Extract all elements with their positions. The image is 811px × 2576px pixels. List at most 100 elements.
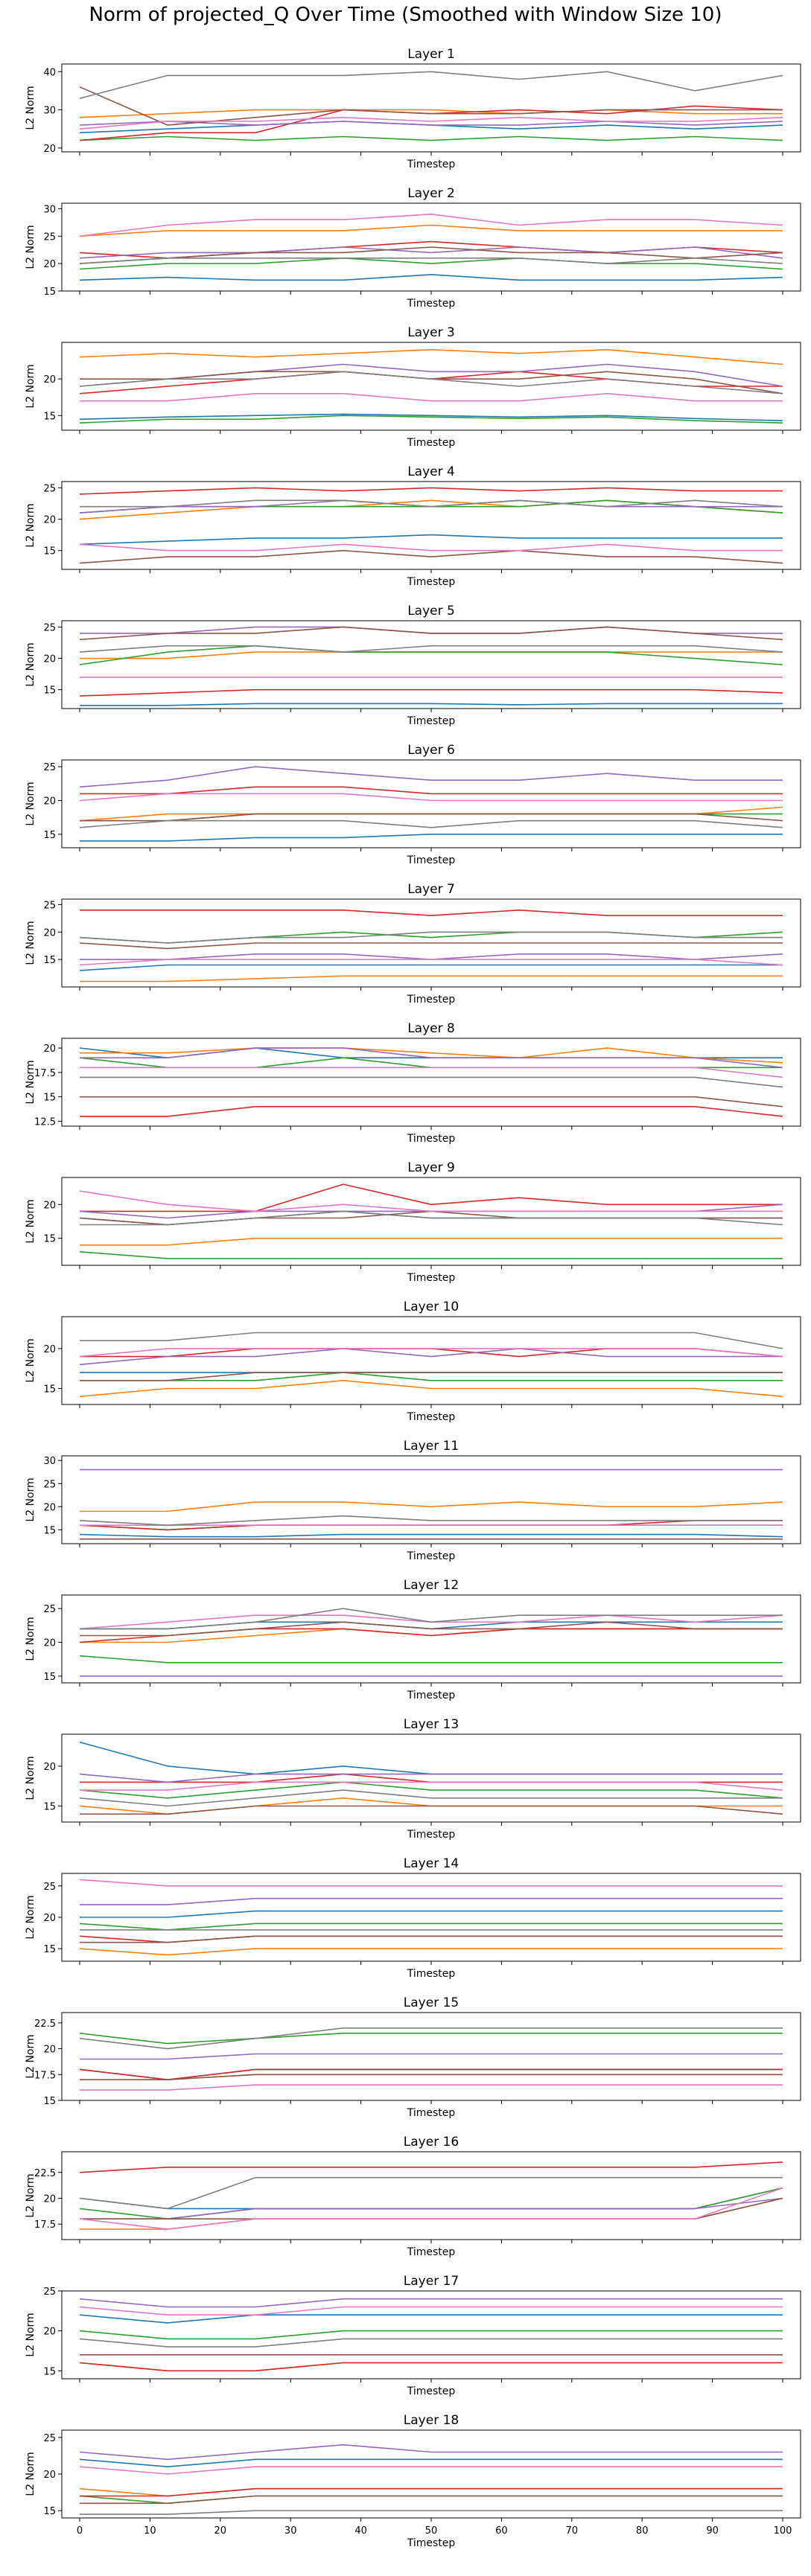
series-line-5 <box>79 2444 783 2461</box>
x-axis-label: Timestep <box>407 576 456 588</box>
y-axis-label: L2 Norm <box>25 2173 36 2217</box>
series-line-7 <box>79 1348 783 1358</box>
series-line-3 <box>79 1781 783 1799</box>
subplot-title: Layer 12 <box>404 1578 459 1593</box>
series-line-2 <box>80 1237 783 1246</box>
series-line-6 <box>79 246 783 264</box>
x-axis-label: Timestep <box>407 1133 456 1145</box>
x-axis-label: Timestep <box>407 715 456 727</box>
y-tick-label: 20 <box>43 1638 56 1649</box>
subplot-layer-17: Layer 17 15 20 25 Timestep L2 Norm <box>25 2274 801 2397</box>
series-line-5 <box>79 2298 783 2308</box>
y-axis-label: L2 Norm <box>25 2452 36 2496</box>
series-line-8 <box>80 499 783 508</box>
subplot-title: Layer 7 <box>407 882 455 897</box>
y-tick-label: 15 <box>43 1384 56 1396</box>
series-line-1 <box>79 413 783 421</box>
x-axis-label: Timestep <box>407 437 456 449</box>
subplot-layer-3: Layer 3 15 20 Timestep L2 Norm <box>25 325 801 449</box>
series-line-7 <box>80 1781 783 1791</box>
y-tick-label: 20 <box>43 1502 56 1513</box>
series-line-8 <box>80 1332 783 1349</box>
series-line-7 <box>79 2466 783 2475</box>
x-tick-label: 80 <box>636 2525 649 2537</box>
series-line-7 <box>79 793 783 802</box>
series-line-5 <box>79 246 783 259</box>
series-line-5 <box>79 1773 783 1783</box>
series-line-4 <box>79 371 783 394</box>
series-line-4 <box>80 786 783 795</box>
y-tick-label: 25 <box>43 1479 56 1490</box>
y-axis-label: L2 Norm <box>25 2313 36 2356</box>
series-line-4 <box>79 240 783 259</box>
series-line-2 <box>79 224 783 237</box>
series-line-4 <box>79 2362 783 2372</box>
y-tick-label: 25 <box>43 900 56 911</box>
series-line-6 <box>79 86 783 126</box>
y-tick-label: 25 <box>43 1604 56 1615</box>
series-line-6 <box>79 626 783 641</box>
series-line-8 <box>80 1210 783 1226</box>
y-tick-label: 20 <box>43 796 56 807</box>
series-line-5 <box>80 953 783 960</box>
series-line-2 <box>79 1948 783 1956</box>
subplot-layer-12: Layer 12 15 20 25 Timestep L2 Norm <box>25 1578 801 1701</box>
series-line-5 <box>79 766 783 788</box>
x-tick-label: 30 <box>284 2525 297 2537</box>
series-line-6 <box>80 371 783 394</box>
y-tick-label: 15 <box>43 2506 56 2517</box>
series-line-3 <box>79 1057 783 1069</box>
series-line-6 <box>80 813 783 822</box>
series-line-4 <box>80 2487 783 2497</box>
y-tick-label: 15 <box>43 1672 56 1683</box>
series-line-4 <box>79 2068 783 2080</box>
series-line-1 <box>80 834 783 842</box>
y-tick-label: 20 <box>43 1043 56 1055</box>
subplot-title: Layer 1 <box>407 47 455 62</box>
series-line-4 <box>79 688 783 697</box>
y-tick-label: 25 <box>43 622 56 633</box>
y-tick-label: 20 <box>43 1762 56 1773</box>
y-tick-label: 15 <box>43 1234 56 1245</box>
y-tick-label: 25 <box>43 2433 56 2444</box>
series-line-6 <box>80 2074 783 2080</box>
y-tick-label: 25 <box>43 762 56 773</box>
series-line-4 <box>80 1348 783 1358</box>
series-line-1 <box>79 534 783 546</box>
series-line-8 <box>80 1608 783 1630</box>
y-tick-label: 30 <box>43 106 56 117</box>
series-line-8 <box>79 2338 783 2348</box>
series-line-7 <box>80 392 783 402</box>
series-line-1 <box>79 2314 783 2324</box>
y-tick-label: 20 <box>43 2327 56 2338</box>
y-tick-label: 22.5 <box>34 2019 56 2030</box>
y-tick-label: 15 <box>43 546 56 557</box>
series-line-2 <box>80 1501 783 1512</box>
series-line-1 <box>79 2187 783 2210</box>
series-line-7 <box>79 543 783 552</box>
y-axis-label: L2 Norm <box>25 1199 36 1243</box>
y-tick-label: 20 <box>43 2193 56 2205</box>
y-axis-label: L2 Norm <box>25 364 36 408</box>
series-line-5 <box>80 1047 783 1069</box>
subplot-layer-14: Layer 14 15 20 25 Timestep L2 Norm <box>25 1856 801 1980</box>
plot-frame <box>61 1316 801 1405</box>
series-line-4 <box>80 1106 783 1117</box>
series-line-7 <box>79 1879 783 1887</box>
series-line-3 <box>79 2330 783 2340</box>
series-line-7 <box>79 117 783 130</box>
series-line-8 <box>79 2027 783 2050</box>
series-line-2 <box>79 2362 783 2372</box>
y-axis-label: L2 Norm <box>25 2034 36 2078</box>
subplot-title: Layer 16 <box>404 2135 459 2150</box>
y-tick-label: 15 <box>43 1525 56 1536</box>
y-tick-label: 20 <box>43 144 56 155</box>
x-axis-label: Timestep <box>407 854 456 866</box>
subplot-title: Layer 15 <box>404 1995 459 2010</box>
x-tick-label: 100 <box>774 2525 792 2537</box>
series-line-2 <box>79 109 783 118</box>
subplot-layer-5: Layer 5 15 20 25 Timestep L2 Norm <box>25 604 801 727</box>
x-axis-label: Timestep <box>407 1411 456 1423</box>
series-line-6 <box>80 1621 783 1637</box>
y-tick-label: 15 <box>43 955 56 966</box>
